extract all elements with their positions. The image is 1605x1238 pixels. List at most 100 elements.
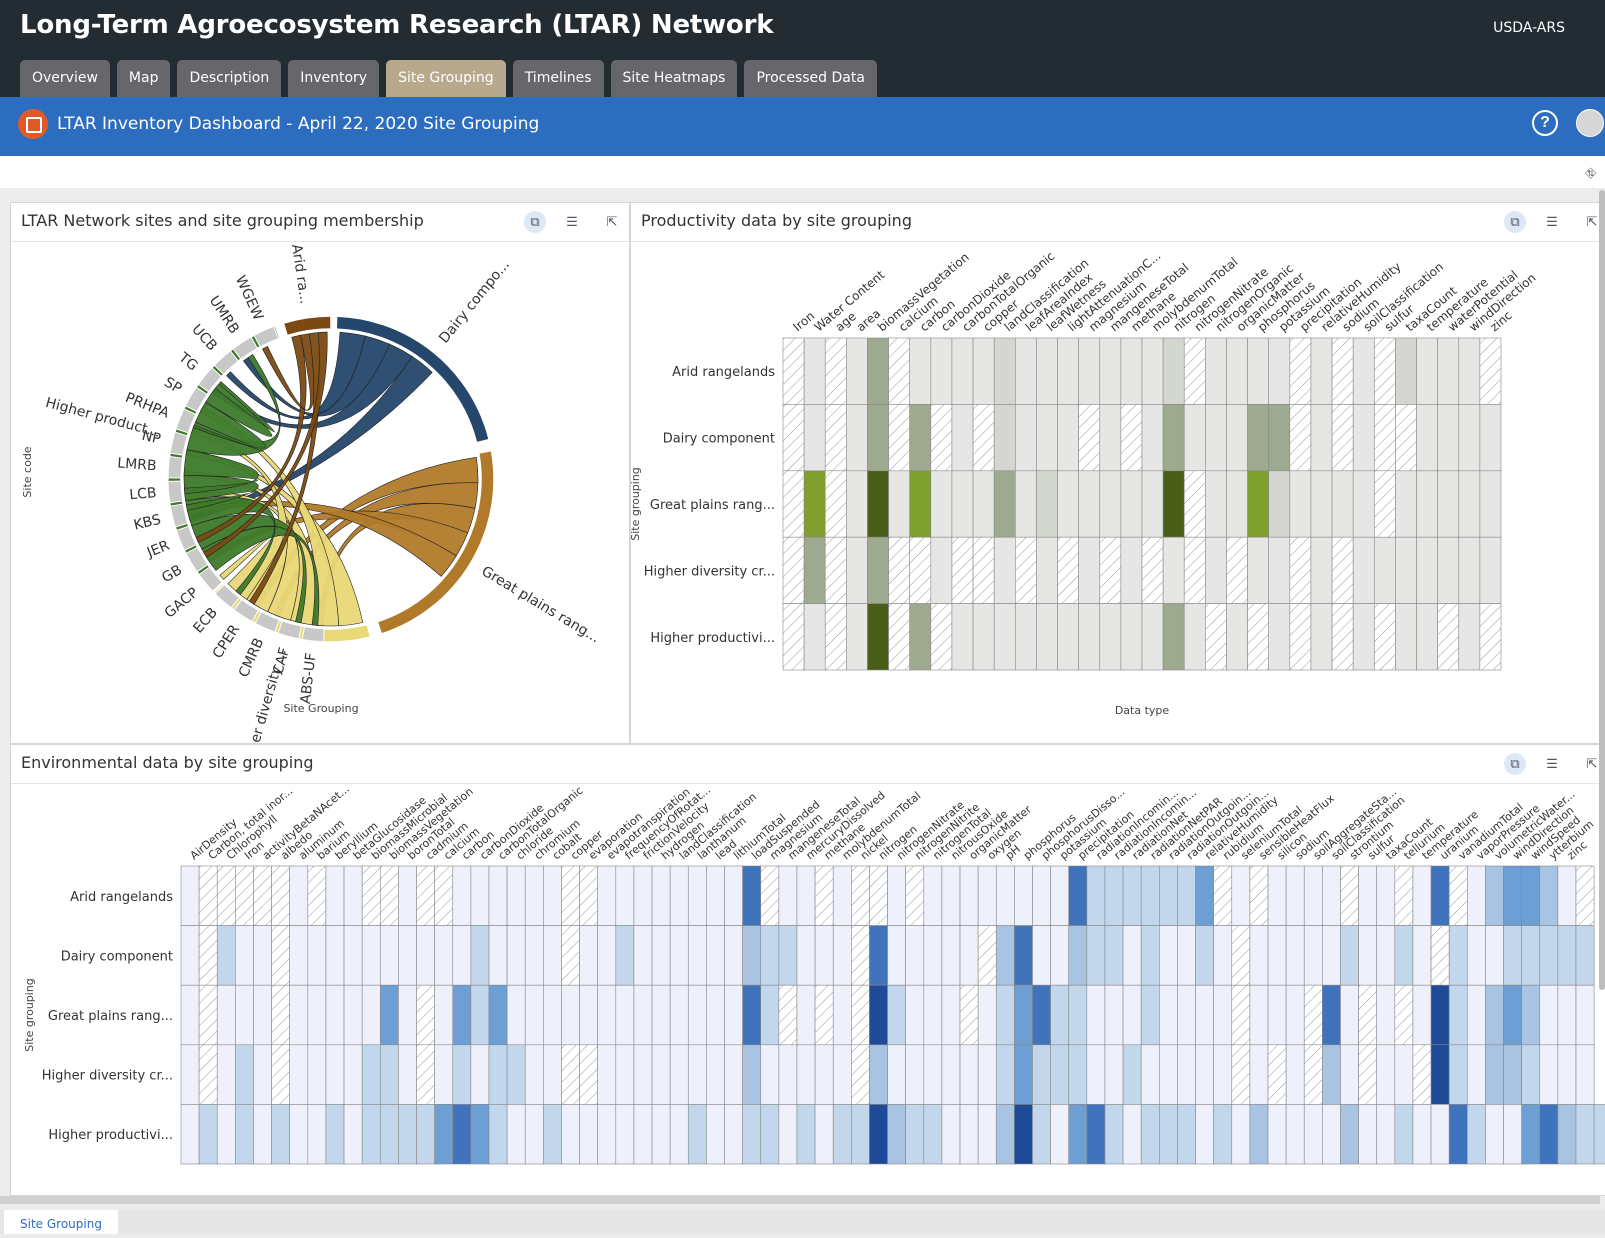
- heatmap-cell: [1159, 1044, 1178, 1105]
- heatmap-cell: [1575, 925, 1595, 986]
- heatmap-cell: [379, 865, 399, 926]
- tab-site-heatmaps[interactable]: Site Heatmaps: [610, 60, 738, 97]
- heatmap-cell: [1503, 1044, 1522, 1105]
- group-arc: [376, 449, 495, 635]
- help-icon[interactable]: ?: [1532, 110, 1558, 136]
- heatmap-cell: [1086, 1044, 1106, 1105]
- heatmap-cell: [271, 925, 291, 986]
- selection-icon[interactable]: ⧉: [524, 211, 546, 233]
- heatmap-cell: [1352, 404, 1375, 472]
- heatmap-cell: [1358, 865, 1378, 926]
- heatmap-cell: [972, 603, 995, 671]
- chord-ribbon: [262, 333, 315, 411]
- heatmap-cell: [1289, 337, 1312, 405]
- heatmap-cell: [416, 925, 435, 986]
- heatmap-cell: [941, 1044, 961, 1105]
- heatmap-cell: [1120, 603, 1143, 671]
- heatmap-cell: [1448, 984, 1468, 1046]
- heatmap-cell: [796, 984, 816, 1046]
- heatmap-cell: [1068, 865, 1088, 926]
- avatar[interactable]: [1576, 109, 1604, 137]
- heatmap-cell: [1448, 865, 1468, 926]
- heatmap-cell: [216, 865, 236, 926]
- heatmap-cell: [742, 1104, 762, 1165]
- heatmap-cell: [1159, 865, 1178, 926]
- dashboard-header: LTAR Inventory Dashboard - April 22, 202…: [0, 97, 1605, 156]
- heatmap-cell: [867, 536, 889, 604]
- heatmap-cell: [1352, 536, 1375, 604]
- heatmap-cell: [1177, 1104, 1196, 1165]
- tab-description[interactable]: Description: [177, 60, 282, 97]
- legend-icon[interactable]: ☰: [1546, 756, 1558, 771]
- heatmap-cell: [597, 925, 617, 986]
- heatmap-cell: [724, 925, 743, 986]
- chord-chart[interactable]: Dairy compo...Great plains rang...Higher…: [11, 242, 629, 742]
- heatmap-cell: [706, 925, 725, 986]
- tab-overview[interactable]: Overview: [20, 60, 110, 97]
- heatmap-cell: [760, 865, 780, 926]
- site-label: TG: [175, 349, 201, 374]
- selection-icon[interactable]: ⧉: [1504, 211, 1526, 233]
- site-label: NP: [140, 428, 162, 448]
- tab-inventory[interactable]: Inventory: [288, 60, 380, 97]
- site-label: LCB: [129, 485, 157, 503]
- heatmap-cell: [1412, 925, 1432, 986]
- heatmap-cell: [216, 925, 236, 986]
- heatmap-cell: [1086, 925, 1106, 986]
- expand-icon[interactable]: ⇱: [1586, 756, 1598, 771]
- heatmap-cell: [1120, 404, 1143, 472]
- tab-timelines[interactable]: Timelines: [512, 60, 604, 97]
- heatmap-cell: [253, 984, 272, 1046]
- environmental-heatmap[interactable]: Arid rangelands Dairy component Great plai…: [11, 784, 1605, 1194]
- heatmap-cell: [488, 865, 508, 926]
- heatmap-cell: [1448, 1044, 1468, 1105]
- legend-icon[interactable]: ☰: [566, 214, 578, 229]
- heatmap-cell: [1177, 925, 1196, 986]
- heatmap-cell: [887, 1104, 906, 1165]
- heatmap-cell: [506, 865, 526, 926]
- heatmap-cell: [778, 1104, 798, 1165]
- hierarchy-icon[interactable]: ⛗: [1585, 165, 1597, 181]
- sheet-tabs: Site Grouping: [0, 1210, 1605, 1234]
- productivity-heatmap[interactable]: Arid rangelands Dairy component Great plai…: [631, 242, 1605, 742]
- tab-processed-data[interactable]: Processed Data: [744, 60, 877, 97]
- heatmap-cell: [1373, 603, 1396, 671]
- heatmap-cell: [615, 1104, 635, 1165]
- heatmap-cell: [760, 1104, 780, 1165]
- dashboard-title: LTAR Inventory Dashboard - April 22, 202…: [57, 114, 540, 134]
- heatmap-cell: [180, 984, 200, 1046]
- heatmap-cell: [724, 865, 743, 926]
- expand-icon[interactable]: ⇱: [606, 214, 618, 229]
- heatmap-cell: [1437, 603, 1460, 671]
- heatmap-cell: [995, 865, 1015, 926]
- heatmap-cell: [803, 337, 826, 405]
- selection-icon[interactable]: ⧉: [1504, 753, 1526, 775]
- environmental-panel: Environmental data by site grouping ⧉ ☰ …: [10, 744, 1605, 1196]
- heatmap-cell: [1213, 925, 1233, 986]
- heatmap-cell: [1032, 984, 1051, 1046]
- heatmap-cell: [1395, 470, 1417, 538]
- heatmap-cell: [633, 1104, 653, 1165]
- heatmap-cell: [289, 865, 309, 926]
- heatmap-cell: [543, 865, 562, 926]
- vertical-scrollbar[interactable]: [1599, 190, 1605, 990]
- heatmap-cell: [1430, 925, 1450, 986]
- heatmap-cell: [1352, 337, 1375, 405]
- expand-icon[interactable]: ⇱: [1586, 214, 1598, 229]
- horizontal-scrollbar[interactable]: [0, 1196, 1600, 1204]
- heatmap-cell: [1437, 404, 1460, 472]
- heatmap-cell: [524, 925, 544, 986]
- heatmap-cell: [1099, 536, 1122, 604]
- heatmap-cell: [398, 925, 417, 986]
- tab-site-grouping[interactable]: Site Grouping: [386, 60, 506, 97]
- legend-icon[interactable]: ☰: [1546, 214, 1558, 229]
- heatmap-cell: [1303, 1104, 1323, 1165]
- heatmap-cell: [669, 925, 689, 986]
- sheet-tab-site-grouping[interactable]: Site Grouping: [4, 1210, 118, 1234]
- heatmap-cell: [633, 1044, 653, 1105]
- heatmap-cell: [1412, 984, 1432, 1046]
- heatmap-cell: [1358, 1104, 1378, 1165]
- heatmap-cell: [814, 865, 834, 926]
- heatmap-cell: [1575, 1044, 1595, 1105]
- tab-map[interactable]: Map: [116, 60, 171, 97]
